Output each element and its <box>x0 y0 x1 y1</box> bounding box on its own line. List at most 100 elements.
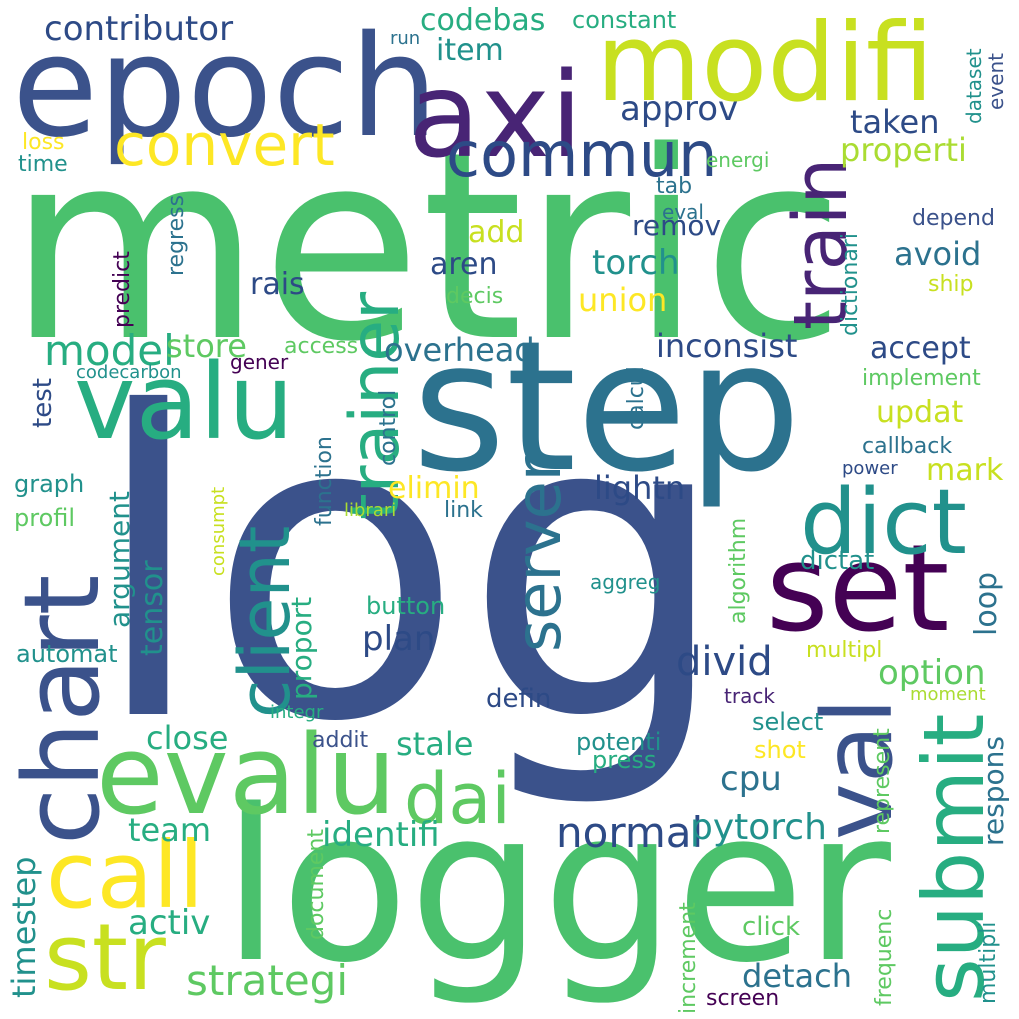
word-logger: logger <box>222 764 891 1009</box>
word-multipl: multipl <box>806 638 883 663</box>
word-step: step <box>412 303 802 512</box>
word-union: union <box>578 281 668 319</box>
word-store: store <box>166 327 247 365</box>
word-lightn: lightn <box>594 469 686 507</box>
word-press: press <box>592 746 657 774</box>
word-add: add <box>468 215 525 250</box>
word-epoch: epoch <box>12 6 439 169</box>
word-consumpt: consumpt <box>208 486 229 576</box>
word-loss: loss <box>22 130 65 155</box>
word-avoid: avoid <box>894 235 982 273</box>
word-shot: shot <box>754 736 806 764</box>
word-detach: detach <box>742 957 853 995</box>
word-overhead: overhead <box>384 331 535 369</box>
word-axi: axi <box>408 46 583 184</box>
word-librari: librari <box>344 500 397 521</box>
word-loop: loop <box>969 571 1004 636</box>
word-identifi: identifi <box>322 815 440 855</box>
word-moment: moment <box>910 684 986 705</box>
word-str: str <box>44 904 166 1011</box>
word-button: button <box>366 592 446 620</box>
word-stale: stale <box>396 725 474 763</box>
word-time: time <box>18 152 68 177</box>
word-commun: commun <box>446 118 718 191</box>
word-codebas: codebas <box>420 3 546 38</box>
word-modifi: modifi <box>596 1 934 126</box>
word-test: test <box>28 378 58 428</box>
word-properti: properti <box>840 131 967 169</box>
word-rais: rais <box>250 267 305 302</box>
word-accept: accept <box>870 331 971 366</box>
word-depend: depend <box>912 206 995 231</box>
word-torch: torch <box>592 243 680 283</box>
word-profil: profil <box>14 504 76 532</box>
word-codecarbon: codecarbon <box>76 362 182 383</box>
word-access: access <box>284 334 359 359</box>
word-dai: dai <box>404 758 511 840</box>
word-decis: decis <box>446 284 504 309</box>
word-select: select <box>752 708 824 736</box>
word-server: server <box>502 455 575 652</box>
word-defin: defin <box>486 684 552 714</box>
word-implement: implement <box>862 366 981 391</box>
word-increment: increment <box>676 902 701 1014</box>
word-metric: metric <box>8 97 846 399</box>
word-tab: tab <box>656 174 693 199</box>
word-evalu: evalu <box>96 711 397 839</box>
word-predict: predict <box>110 251 135 328</box>
word-integr: integr <box>270 702 324 723</box>
word-close: close <box>146 719 229 757</box>
word-addit: addit <box>312 728 369 753</box>
word-dictat: dictat <box>800 546 875 576</box>
word-taken: taken <box>850 103 940 141</box>
word-item: item <box>436 33 504 68</box>
word-call: call <box>46 822 205 929</box>
word-power: power <box>842 458 898 479</box>
word-click: click <box>742 912 801 942</box>
word-contributor: contributor <box>44 9 234 49</box>
word-approv: approv <box>620 89 739 129</box>
word-document: document <box>304 829 329 940</box>
word-multipli: multipli <box>976 921 1001 1004</box>
word-set: set <box>766 520 950 659</box>
word-aggreg: aggreg <box>590 570 661 594</box>
word-dict: dict <box>800 470 967 575</box>
word-mark: mark <box>926 453 1004 488</box>
word-regress: regress <box>164 194 189 276</box>
word-graph: graph <box>14 470 85 498</box>
word-energi: energi <box>706 148 770 172</box>
word-inconsist: inconsist <box>656 327 798 365</box>
word-control: control <box>376 389 401 466</box>
word-strategi: strategi <box>186 956 348 1005</box>
word-proport: proport <box>285 596 318 700</box>
word-team: team <box>128 811 212 849</box>
word-timestep: timestep <box>5 856 43 998</box>
word-cpu: cpu <box>720 759 782 799</box>
word-dictionari: dictionari <box>838 233 863 336</box>
word-gener: gener <box>230 350 289 374</box>
word-activ: activ <box>128 903 211 943</box>
word-represent: represent <box>870 728 895 834</box>
word-respons: respons <box>977 736 1010 846</box>
word-updat: updat <box>876 395 964 430</box>
word-callback: callback <box>862 434 953 459</box>
word-automat: automat <box>16 640 118 668</box>
word-run: run <box>390 28 421 49</box>
word-calcul: calcul <box>624 366 649 430</box>
word-plan: plan <box>362 619 436 659</box>
word-link: link <box>444 498 483 523</box>
word-model: model <box>44 326 175 375</box>
word-valu: valu <box>74 341 295 463</box>
word-convert: convert <box>114 111 335 179</box>
word-frequenc: frequenc <box>872 908 897 1006</box>
word-normal: normal <box>556 808 704 857</box>
word-eval: eval <box>662 200 704 224</box>
word-divid: divid <box>676 639 773 685</box>
word-option: option <box>878 653 986 693</box>
word-screen: screen <box>706 986 780 1011</box>
word-elimin: elimin <box>388 471 480 506</box>
word-log: log <box>90 325 731 814</box>
word-event: event <box>984 53 1008 110</box>
word-constant: constant <box>572 6 677 34</box>
